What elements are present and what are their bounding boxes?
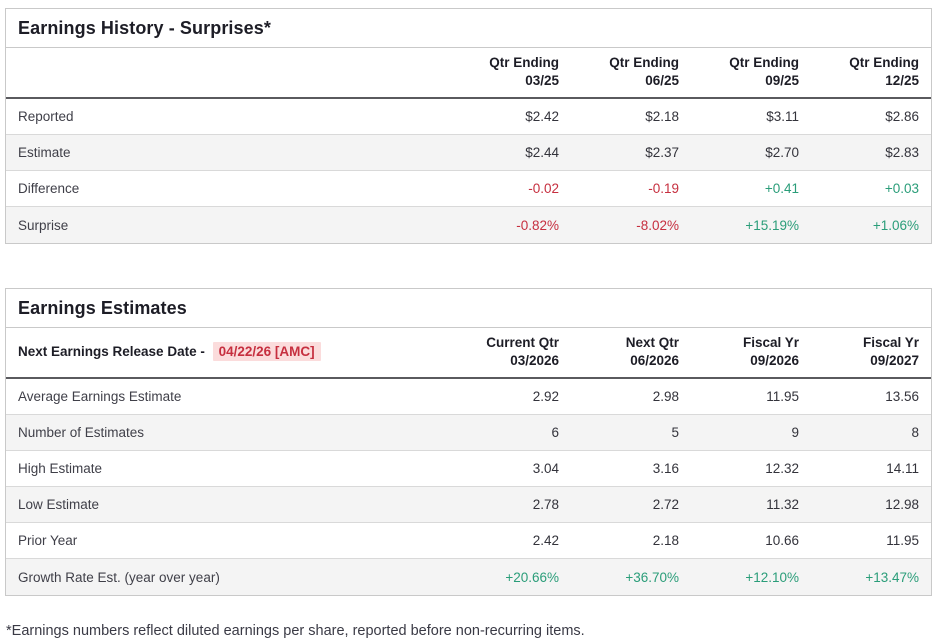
column-header-line1: Fiscal Yr: [742, 334, 799, 350]
column-header-line2: 06/2026: [630, 353, 679, 369]
column-header-line2: 03/2026: [510, 353, 559, 369]
earnings-history-panel: Earnings History - Surprises* Qtr Ending…: [5, 8, 932, 244]
earnings-history-title: Earnings History - Surprises*: [6, 9, 931, 48]
cell-value-positive: +36.70%: [571, 558, 691, 595]
cell-value: $2.44: [451, 134, 571, 171]
earnings-footnote: *Earnings numbers reflect diluted earnin…: [6, 622, 585, 639]
cell-value-negative: -0.82%: [451, 206, 571, 243]
row-label: Low Estimate: [6, 486, 451, 523]
cell-value-negative: -0.02: [451, 170, 571, 207]
cell-value: $2.70: [691, 134, 811, 171]
cell-value: 12.32: [691, 450, 811, 487]
cell-value-positive: +1.06%: [811, 206, 931, 243]
cell-value: 3.16: [571, 450, 691, 487]
column-header-line1: Qtr Ending: [609, 55, 679, 70]
earnings-estimates-panel: Earnings Estimates Next Earnings Release…: [5, 287, 932, 596]
cell-value-positive: +0.41: [691, 170, 811, 207]
earnings-estimates-header-row: Next Earnings Release Date - 04/22/26 [A…: [6, 327, 931, 380]
earnings-history-header-row: Qtr Ending 03/25 Qtr Ending 06/25 Qtr En…: [6, 48, 931, 100]
column-header-line2: 03/25: [525, 73, 559, 89]
column-header-line1: Qtr Ending: [729, 55, 799, 70]
cell-value: 3.04: [451, 450, 571, 487]
earnings-estimates-title: Earnings Estimates: [6, 289, 931, 328]
header-spacer: [6, 48, 451, 100]
column-header-line2: 06/25: [645, 73, 679, 89]
cell-value: 2.42: [451, 522, 571, 559]
row-label: Reported: [18, 109, 74, 125]
table-row-surprise: Surprise -0.82% -8.02% +15.19% +1.06%: [6, 206, 931, 243]
row-label: Number of Estimates: [6, 414, 451, 451]
column-header-line2: 09/2027: [870, 353, 919, 369]
row-label: Difference: [6, 170, 451, 207]
table-row-reported: Reported $2.42 $2.18 $3.11 $2.86: [6, 98, 931, 135]
table-row-estimate: Estimate $2.44 $2.37 $2.70 $2.83: [6, 134, 931, 171]
cell-value-negative: -0.19: [571, 170, 691, 207]
earnings-estimates-table: Next Earnings Release Date - 04/22/26 [A…: [6, 327, 931, 595]
cell-value: 2.72: [571, 486, 691, 523]
release-date-label: Next Earnings Release Date -: [18, 344, 205, 360]
column-header-line2: 12/25: [885, 73, 919, 89]
earnings-history-table: Qtr Ending 03/25 Qtr Ending 06/25 Qtr En…: [6, 48, 931, 243]
column-header-line2: 09/25: [765, 73, 799, 89]
table-row-high-estimate: High Estimate 3.04 3.16 12.32 14.11: [6, 450, 931, 487]
cell-value: 13.56: [885, 389, 919, 405]
cell-value: $2.83: [811, 134, 931, 171]
cell-value: $3.11: [766, 109, 799, 125]
column-header-line1: Qtr Ending: [849, 55, 919, 70]
row-label: High Estimate: [6, 450, 451, 487]
release-date-badge: 04/22/26 [AMC]: [212, 342, 321, 362]
row-label: Estimate: [6, 134, 451, 171]
column-header-fiscal-yr-2026: Fiscal Yr 09/2026: [691, 327, 811, 380]
column-header-qtr-0625: Qtr Ending 06/25: [571, 48, 691, 100]
cell-value: 2.92: [532, 389, 559, 405]
column-header-current-qtr: Current Qtr 03/2026: [451, 327, 571, 380]
cell-value: 9: [691, 414, 811, 451]
cell-value: 6: [451, 414, 571, 451]
row-label: Prior Year: [6, 522, 451, 559]
cell-value: 11.32: [691, 486, 811, 523]
cell-value-positive: +20.66%: [451, 558, 571, 595]
cell-value-positive: +15.19%: [691, 206, 811, 243]
cell-value: 11.95: [766, 389, 799, 405]
cell-value: 8: [811, 414, 931, 451]
cell-value: $2.37: [571, 134, 691, 171]
column-header-qtr-1225: Qtr Ending 12/25: [811, 48, 931, 100]
cell-value: 10.66: [691, 522, 811, 559]
table-row-number-of-estimates: Number of Estimates 6 5 9 8: [6, 414, 931, 451]
table-row-difference: Difference -0.02 -0.19 +0.41 +0.03: [6, 170, 931, 207]
table-row-prior-year: Prior Year 2.42 2.18 10.66 11.95: [6, 522, 931, 559]
cell-value: 12.98: [811, 486, 931, 523]
table-row-low-estimate: Low Estimate 2.78 2.72 11.32 12.98: [6, 486, 931, 523]
cell-value: 2.98: [652, 389, 679, 405]
column-header-line1: Next Qtr: [625, 334, 679, 350]
table-row-average-earnings-estimate: Average Earnings Estimate 2.92 2.98 11.9…: [6, 378, 931, 415]
column-header-qtr-0925: Qtr Ending 09/25: [691, 48, 811, 100]
earnings-page: Earnings History - Surprises* Qtr Ending…: [5, 8, 932, 639]
next-earnings-release: Next Earnings Release Date - 04/22/26 [A…: [6, 327, 451, 380]
row-label: Average Earnings Estimate: [18, 389, 182, 405]
cell-value-negative: -8.02%: [571, 206, 691, 243]
column-header-line2: 09/2026: [750, 353, 799, 369]
column-header-fiscal-yr-2027: Fiscal Yr 09/2027: [811, 327, 931, 380]
column-header-line1: Fiscal Yr: [862, 334, 919, 350]
table-row-growth-rate-est: Growth Rate Est. (year over year) +20.66…: [6, 558, 931, 595]
cell-value: 2.78: [451, 486, 571, 523]
column-header-line1: Qtr Ending: [489, 55, 559, 70]
cell-value: $2.86: [885, 109, 919, 125]
column-header-qtr-0325: Qtr Ending 03/25: [451, 48, 571, 100]
column-header-line1: Current Qtr: [486, 334, 559, 350]
cell-value-positive: +0.03: [811, 170, 931, 207]
column-header-next-qtr: Next Qtr 06/2026: [571, 327, 691, 380]
cell-value-positive: +12.10%: [691, 558, 811, 595]
cell-value: 2.18: [571, 522, 691, 559]
cell-value: 11.95: [811, 522, 931, 559]
row-label: Growth Rate Est. (year over year): [6, 558, 451, 595]
cell-value: $2.42: [525, 109, 559, 125]
cell-value: 14.11: [811, 450, 931, 487]
cell-value: $2.18: [645, 109, 679, 125]
cell-value-positive: +13.47%: [811, 558, 931, 595]
row-label: Surprise: [6, 206, 451, 243]
cell-value: 5: [571, 414, 691, 451]
